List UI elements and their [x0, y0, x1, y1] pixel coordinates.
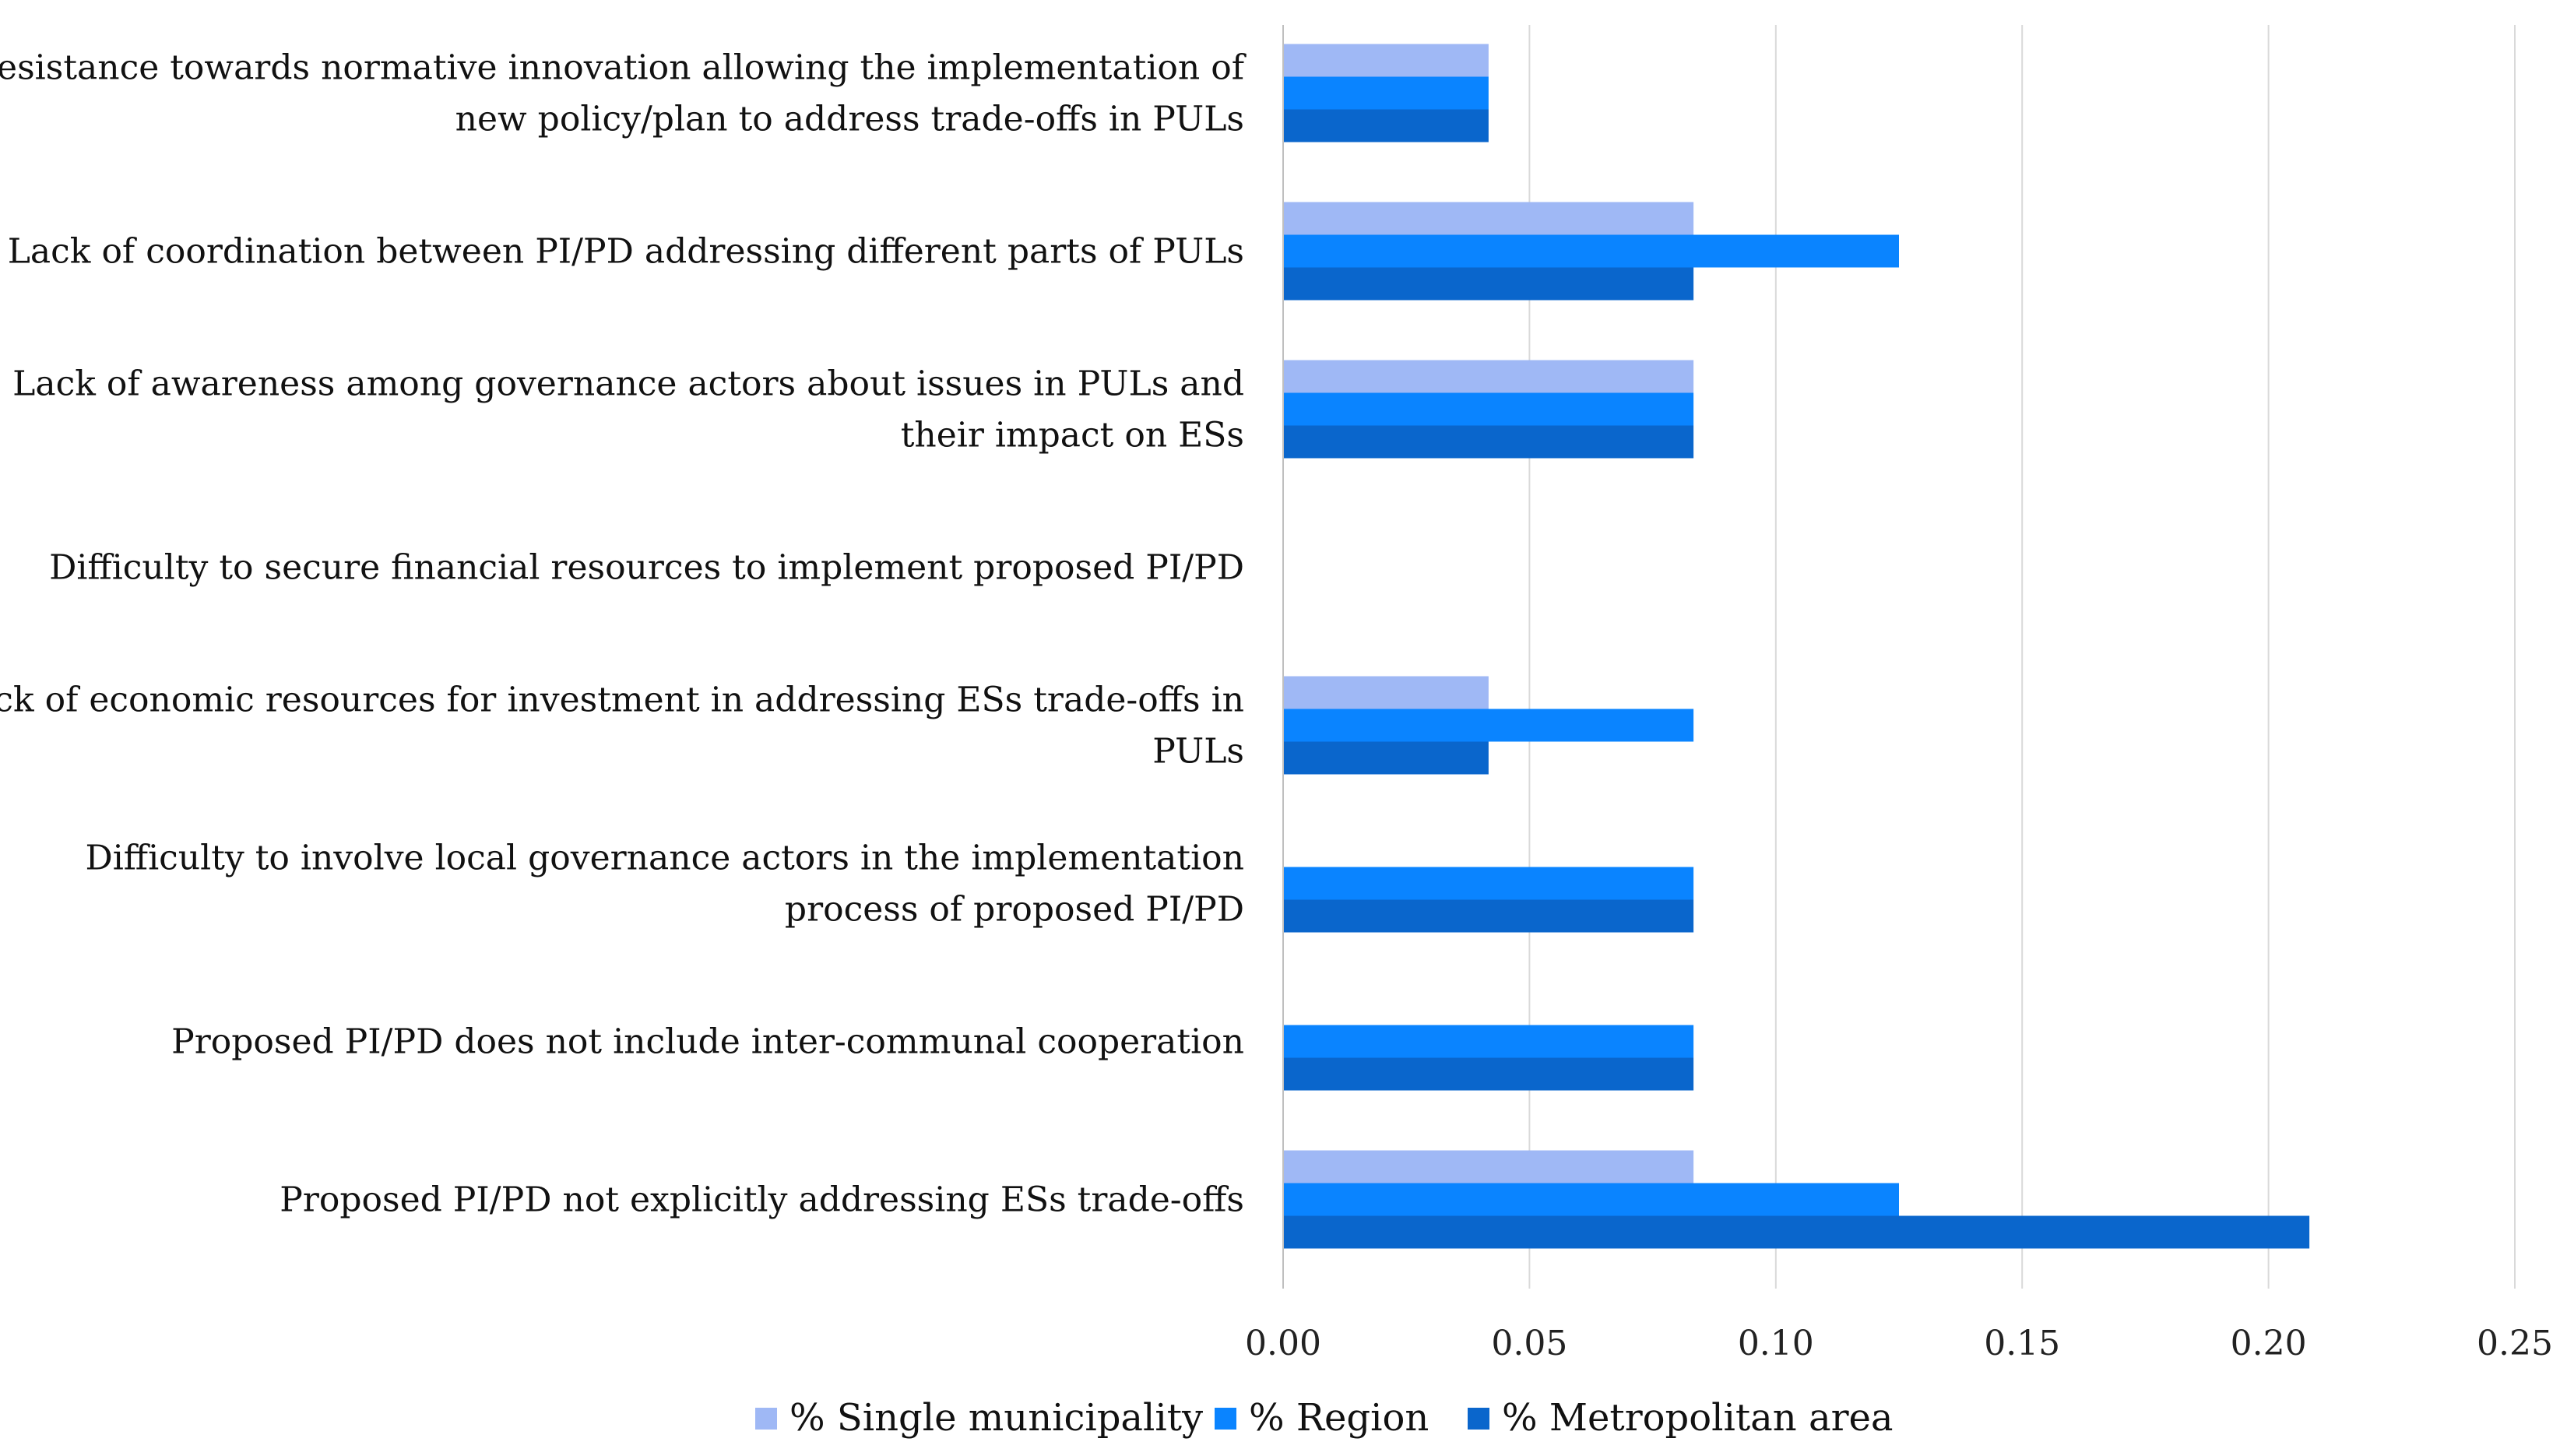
- category-label-line: Lack of coordination between PI/PD addre…: [8, 232, 1244, 272]
- category-labels: Resistance towards normative innovation …: [0, 48, 1247, 1220]
- category-label-line: Proposed PI/PD does not include inter-co…: [171, 1022, 1244, 1062]
- category-label-line: Resistance towards normative innovation …: [0, 48, 1247, 88]
- bar-8-single-municipality: [1283, 1150, 1694, 1183]
- bar-2-single-municipality: [1283, 202, 1694, 235]
- category-label-line: Difficulty to involve local governance a…: [85, 839, 1244, 878]
- bar-6-metropolitan-area: [1283, 899, 1694, 933]
- bar-6-region: [1283, 867, 1694, 900]
- legend-swatch: [755, 1408, 777, 1430]
- legend-label: % Metropolitan area: [1502, 1396, 1894, 1440]
- legend: % Single municipality % Region % Metropoli…: [755, 1396, 1894, 1440]
- x-tick-label-4: 0.20: [2231, 1324, 2307, 1363]
- category-label-line: Difficulty to secure financial resources…: [49, 548, 1244, 588]
- bar-2-region: [1283, 234, 1899, 268]
- x-tick-labels: 0.00 0.05 0.10 0.15 0.20 0.25: [1245, 1324, 2553, 1363]
- category-label-3: Lack of awareness among governance actor…: [12, 364, 1244, 455]
- category-label-5: Lack of economic resources for investmen…: [0, 681, 1244, 772]
- category-label-6: Difficulty to involve local governance a…: [85, 839, 1244, 930]
- category-label-line: new policy/plan to address trade-offs in…: [455, 100, 1244, 139]
- legend-swatch: [1468, 1408, 1489, 1430]
- bar-1-metropolitan-area: [1283, 109, 1489, 142]
- legend-label: % Region: [1249, 1396, 1429, 1440]
- x-tick-label-0: 0.00: [1245, 1324, 1321, 1363]
- bar-5-region: [1283, 709, 1694, 742]
- category-label-line: Lack of awareness among governance actor…: [12, 364, 1244, 404]
- x-tick-label-2: 0.10: [1738, 1324, 1814, 1363]
- legend-item-1: % Single municipality: [755, 1396, 1203, 1440]
- bar-7-region: [1283, 1025, 1694, 1058]
- category-label-2: Lack of coordination between PI/PD addre…: [8, 232, 1244, 272]
- legend-swatch: [1215, 1408, 1236, 1430]
- x-tick-label-3: 0.15: [1984, 1324, 2060, 1363]
- x-tick-label-5: 0.25: [2477, 1324, 2553, 1363]
- bar-3-single-municipality: [1283, 360, 1694, 393]
- bar-5-single-municipality: [1283, 676, 1489, 709]
- bar-2-metropolitan-area: [1283, 267, 1694, 301]
- legend-label: % Single municipality: [789, 1396, 1203, 1440]
- category-label-line: Proposed PI/PD not explicitly addressing…: [280, 1180, 1244, 1220]
- legend-item-3: % Metropolitan area: [1468, 1396, 1894, 1440]
- category-label-1: Resistance towards normative innovation …: [0, 48, 1247, 139]
- bars: [1283, 44, 2310, 1249]
- category-label-line: Lack of economic resources for investmen…: [0, 681, 1244, 720]
- bar-8-metropolitan-area: [1283, 1215, 2310, 1249]
- category-label-line: their impact on ESs: [901, 416, 1244, 455]
- x-tick-label-1: 0.05: [1491, 1324, 1567, 1363]
- category-label-8: Proposed PI/PD not explicitly addressing…: [280, 1180, 1244, 1220]
- category-label-line: process of proposed PI/PD: [785, 890, 1244, 930]
- legend-item-2: % Region: [1215, 1396, 1429, 1440]
- bar-7-metropolitan-area: [1283, 1057, 1694, 1091]
- category-label-4: Difficulty to secure financial resources…: [49, 548, 1244, 588]
- bar-8-region: [1283, 1183, 1899, 1216]
- bar-3-metropolitan-area: [1283, 425, 1694, 459]
- bar-1-single-municipality: [1283, 44, 1489, 77]
- category-label-7: Proposed PI/PD does not include inter-co…: [171, 1022, 1244, 1062]
- bar-3-region: [1283, 392, 1694, 426]
- bar-1-region: [1283, 76, 1489, 110]
- bar-5-metropolitan-area: [1283, 741, 1489, 775]
- category-label-line: PULs: [1152, 732, 1244, 772]
